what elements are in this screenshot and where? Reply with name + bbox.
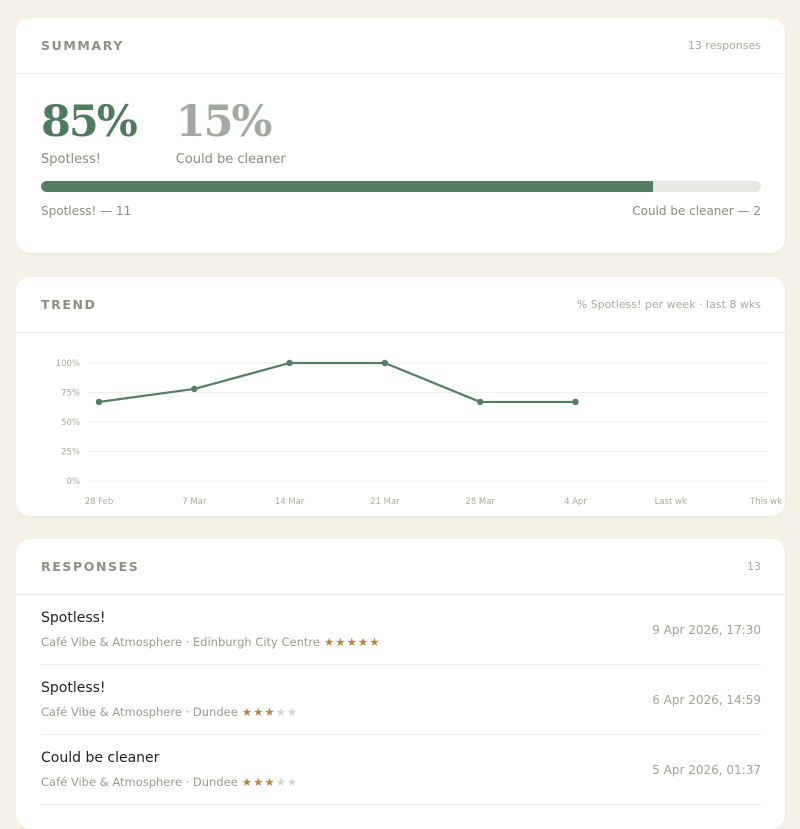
response-info: Spotless! Café Vibe & Atmosphere · Dundee…	[41, 680, 298, 719]
star-filled-icon: ★	[253, 705, 265, 719]
x-tick-label: 14 Mar	[275, 497, 305, 507]
response-date: 6 Apr 2026, 14:59	[652, 692, 761, 707]
star-filled-icon: ★	[335, 635, 347, 649]
star-filled-icon: ★	[346, 635, 358, 649]
response-subtitle: Café Vibe & Atmosphere · Dundee	[41, 775, 238, 789]
star-filled-icon: ★	[323, 635, 336, 649]
y-tick-label: 0%	[67, 477, 81, 487]
trend-title: TREND	[41, 297, 97, 312]
x-tick-label: 21 Mar	[370, 497, 400, 507]
stat-spotless-label: Spotless!	[41, 152, 101, 167]
trend-line-chart: 100% 75% 50% 25% 0% 28 Feb 7 Mar 14 Mar 21 Mar 28…	[56, 359, 782, 507]
trend-header: TREND % Spotless! per week · last 8 wks	[16, 277, 785, 333]
response-row[interactable]: Spotless! Café Vibe & Atmosphere · Dundee…	[41, 665, 761, 735]
spotless-count-caption: Spotless! — 11	[41, 204, 132, 218]
star-filled-icon: ★	[241, 705, 254, 719]
star-empty-icon: ★	[275, 705, 288, 719]
data-point[interactable]	[286, 359, 293, 367]
response-subtitle-line: Café Vibe & Atmosphere · Dundee ★★★★★	[41, 705, 298, 719]
response-subtitle: Café Vibe & Atmosphere · Dundee	[41, 705, 238, 719]
y-tick-label: 100%	[56, 359, 80, 369]
data-point[interactable]	[477, 398, 484, 406]
y-tick-label: 25%	[61, 448, 80, 458]
split-progress-fill	[41, 181, 653, 192]
stat-could-be-cleaner: 15% Could be cleaner	[176, 98, 286, 167]
star-filled-icon: ★	[369, 635, 381, 649]
responses-header: RESPONSES 13	[16, 539, 785, 595]
x-tick-label: 7 Mar	[182, 497, 207, 507]
x-tick-label: This wk	[749, 497, 782, 507]
star-filled-icon: ★	[264, 705, 276, 719]
y-tick-label: 75%	[61, 389, 80, 399]
data-point[interactable]	[381, 359, 389, 367]
responses-list: Spotless! Café Vibe & Atmosphere · Edinbu…	[16, 595, 785, 805]
star-rating: ★★★★★	[242, 775, 299, 789]
responses-title: RESPONSES	[41, 559, 140, 574]
response-date: 9 Apr 2026, 17:30	[652, 622, 761, 637]
summary-title: SUMMARY	[41, 38, 124, 53]
response-subtitle-line: Café Vibe & Atmosphere · Dundee ★★★★★	[41, 775, 298, 789]
y-tick-label: 50%	[61, 418, 80, 428]
stat-spotless-value: 85%	[41, 97, 138, 147]
split-progress-bar	[41, 181, 761, 192]
response-subtitle-line: Café Vibe & Atmosphere · Edinburgh City …	[41, 635, 381, 649]
summary-card: SUMMARY 13 responses 85% Spotless! 15% C…	[16, 18, 785, 253]
stat-spotless: 85% Spotless!	[41, 97, 138, 167]
star-filled-icon: ★	[253, 775, 265, 789]
responses-count: 13	[747, 560, 761, 573]
split-captions: Spotless! — 11 Could be cleaner — 2	[41, 204, 761, 218]
data-point[interactable]	[572, 398, 579, 406]
response-info: Could be cleaner Café Vibe & Atmosphere ·…	[41, 750, 298, 789]
star-rating: ★★★★★	[242, 705, 299, 719]
responses-card: RESPONSES 13 Spotless! Café Vibe & Atmosp…	[16, 539, 785, 829]
data-point[interactable]	[191, 385, 198, 393]
data-point[interactable]	[95, 398, 103, 406]
trend-card: TREND % Spotless! per week · last 8 wks …	[16, 277, 785, 516]
star-rating: ★★★★★	[324, 635, 381, 649]
response-title: Spotless!	[41, 610, 106, 626]
x-tick-label: Last wk	[655, 497, 687, 507]
x-tick-label: 28 Feb	[85, 497, 114, 507]
response-title: Could be cleaner	[41, 750, 160, 766]
response-subtitle: Café Vibe & Atmosphere · Edinburgh City …	[41, 635, 320, 649]
cleaner-count-caption: Could be cleaner — 2	[632, 204, 761, 218]
star-filled-icon: ★	[241, 775, 254, 789]
x-tick-label: 4 Apr	[564, 497, 587, 507]
star-filled-icon: ★	[264, 775, 276, 789]
response-row[interactable]: Could be cleaner Café Vibe & Atmosphere ·…	[41, 735, 761, 805]
x-tick-label: 28 Mar	[465, 497, 495, 507]
star-empty-icon: ★	[287, 705, 299, 719]
star-empty-icon: ★	[275, 775, 288, 789]
star-filled-icon: ★	[357, 635, 370, 649]
star-empty-icon: ★	[287, 775, 299, 789]
stat-could-be-cleaner-label: Could be cleaner	[175, 152, 286, 167]
summary-header: SUMMARY 13 responses	[16, 18, 785, 74]
trend-subtitle: % Spotless! per week · last 8 wks	[576, 298, 761, 311]
response-date: 5 Apr 2026, 01:37	[652, 762, 761, 777]
response-count: 13 responses	[687, 39, 761, 52]
response-title: Spotless!	[41, 680, 106, 696]
summary-stats: 85% Spotless! 15% Could be cleaner	[41, 98, 326, 167]
series-line	[98, 361, 576, 404]
response-info: Spotless! Café Vibe & Atmosphere · Edinbu…	[41, 610, 381, 649]
stat-could-be-cleaner-value: 15%	[175, 97, 273, 147]
response-row[interactable]: Spotless! Café Vibe & Atmosphere · Edinbu…	[41, 595, 761, 665]
